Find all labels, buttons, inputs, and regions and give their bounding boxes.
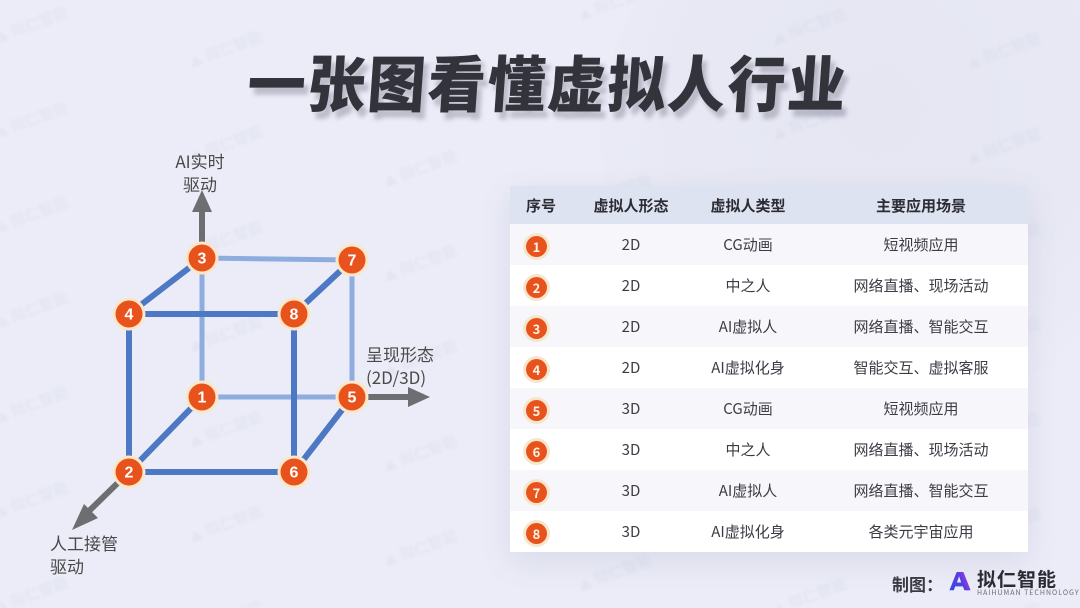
svg-text:7: 7 — [348, 253, 357, 270]
svg-text:8: 8 — [290, 307, 299, 324]
svg-text:4: 4 — [125, 307, 134, 324]
svg-text:6: 6 — [290, 465, 299, 482]
svg-text:5: 5 — [348, 390, 357, 407]
svg-text:2: 2 — [125, 465, 134, 482]
svg-text:3: 3 — [198, 251, 207, 268]
svg-text:1: 1 — [198, 390, 207, 407]
